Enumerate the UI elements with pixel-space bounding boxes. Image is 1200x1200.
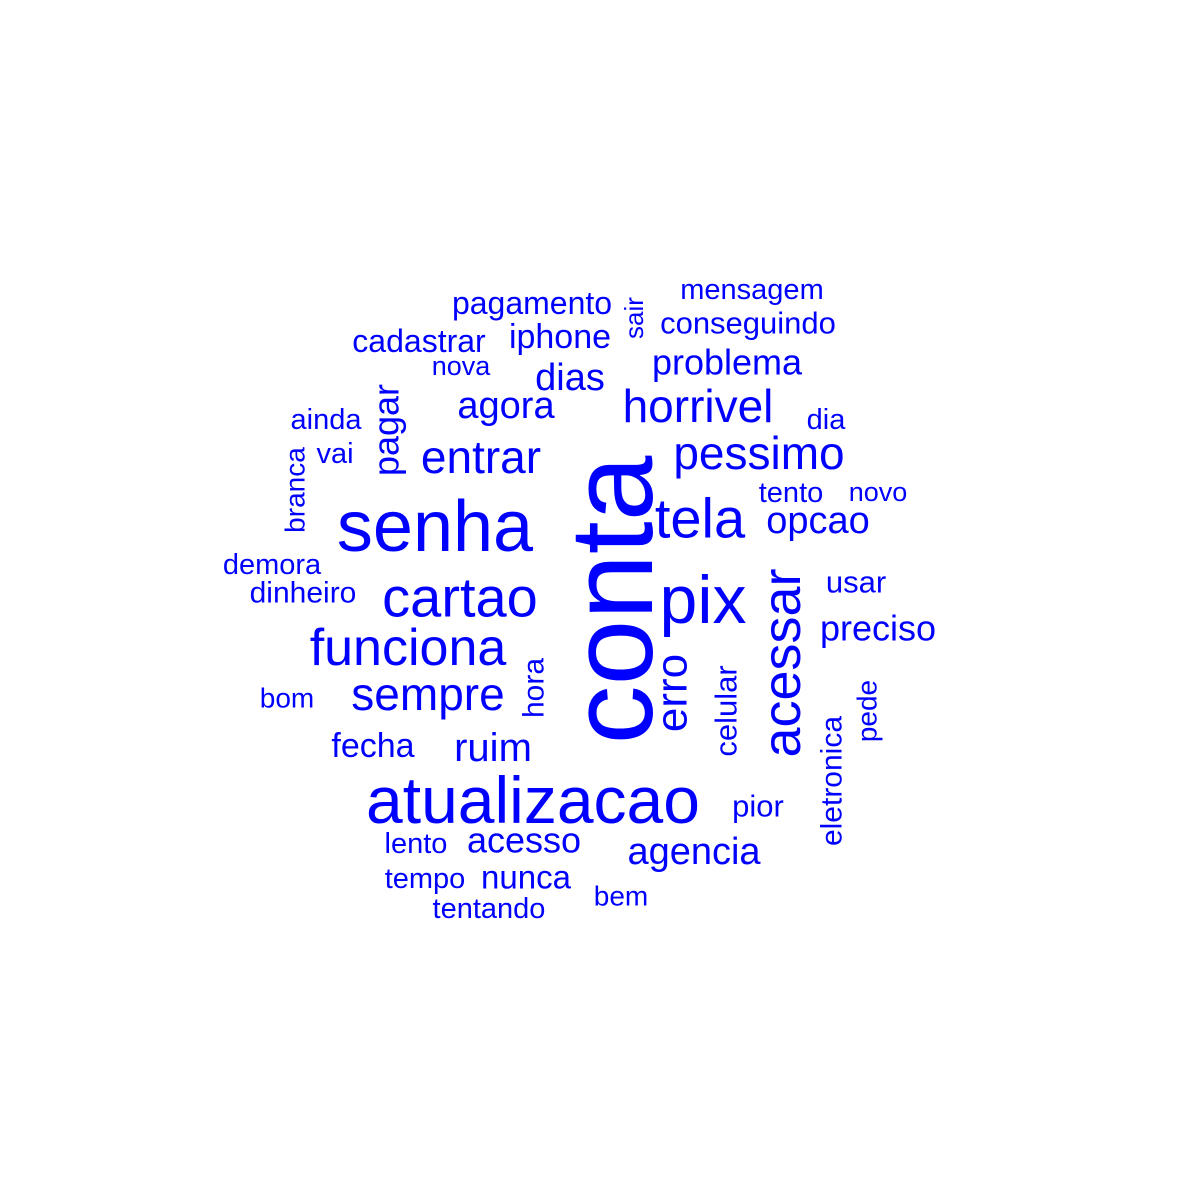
word-fecha: fecha xyxy=(331,727,414,765)
word-agora: agora xyxy=(457,385,555,427)
word-ruim: ruim xyxy=(454,726,532,770)
word-bem: bem xyxy=(594,881,648,912)
word-bom: bom xyxy=(260,683,314,714)
word-senha: senha xyxy=(337,487,534,567)
word-mensagem: mensagem xyxy=(680,274,823,306)
word-tempo: tempo xyxy=(385,863,466,895)
word-pior: pior xyxy=(732,789,784,824)
word-conta: conta xyxy=(546,455,678,744)
word-dia: dia xyxy=(807,404,847,436)
word-tento: tento xyxy=(759,477,824,509)
word-pede: pede xyxy=(852,680,883,742)
word-pagar: pagar xyxy=(366,384,407,476)
word-novo: novo xyxy=(849,477,908,507)
word-atualizacao: atualizacao xyxy=(366,763,700,837)
word-funciona: funciona xyxy=(310,619,507,677)
word-pessimo: pessimo xyxy=(673,427,844,479)
word-demora: demora xyxy=(223,549,322,581)
word-sair: sair xyxy=(619,297,649,339)
word-pix: pix xyxy=(660,562,747,638)
word-usar: usar xyxy=(826,565,886,600)
word-nunca: nunca xyxy=(481,859,572,896)
word-horrivel: horrivel xyxy=(623,380,774,432)
word-lento: lento xyxy=(385,828,448,860)
word-vai: vai xyxy=(316,438,353,470)
word-sempre: sempre xyxy=(351,668,504,720)
word-conseguindo: conseguindo xyxy=(660,306,836,341)
word-dias: dias xyxy=(535,357,605,399)
word-iphone: iphone xyxy=(509,318,611,356)
word-entrar: entrar xyxy=(421,431,541,483)
word-acessar: acessar xyxy=(752,568,812,757)
word-erro: erro xyxy=(648,654,697,732)
word-agencia: agencia xyxy=(627,831,761,873)
word-tentando: tentando xyxy=(433,893,546,925)
word-nova: nova xyxy=(432,351,492,381)
word-ainda: ainda xyxy=(291,404,363,436)
word-opcao: opcao xyxy=(766,500,870,542)
word-eletronica: eletronica xyxy=(816,716,849,846)
word-preciso: preciso xyxy=(820,608,936,649)
word-branca: branca xyxy=(280,447,311,533)
word-dinheiro: dinheiro xyxy=(250,577,357,610)
word-hora: hora xyxy=(518,658,551,718)
word-celular: celular xyxy=(709,665,744,756)
word-pagamento: pagamento xyxy=(452,285,612,321)
word-acesso: acesso xyxy=(467,820,581,861)
word-problema: problema xyxy=(652,342,803,383)
word-tela: tela xyxy=(655,487,746,550)
word-cartao: cartao xyxy=(382,566,538,629)
word-cadastrar: cadastrar xyxy=(352,323,486,359)
